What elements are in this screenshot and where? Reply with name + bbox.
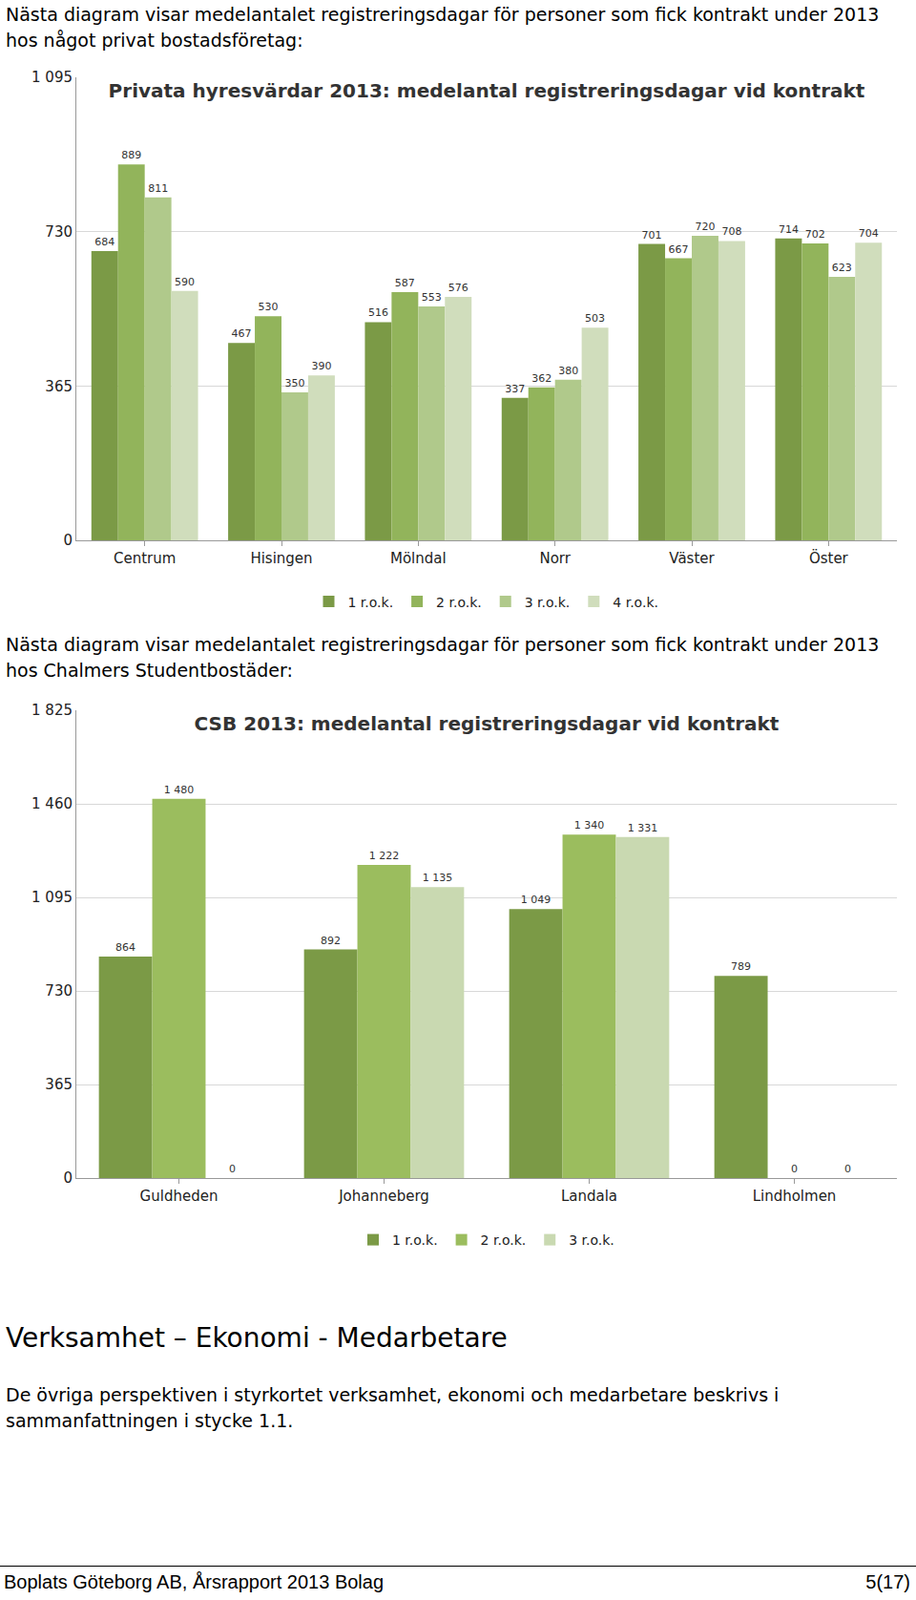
svg-text:1 095: 1 095 [31, 888, 73, 906]
svg-text:0: 0 [62, 531, 73, 549]
svg-text:811: 811 [147, 182, 168, 195]
svg-text:1 r.o.k.: 1 r.o.k. [348, 594, 395, 610]
svg-text:Landala: Landala [561, 1186, 618, 1205]
svg-text:467: 467 [231, 327, 252, 340]
svg-text:Öster: Öster [809, 548, 850, 567]
svg-text:1 r.o.k.: 1 r.o.k. [392, 1231, 438, 1248]
svg-text:Väster: Väster [668, 549, 715, 567]
svg-text:590: 590 [174, 275, 195, 289]
svg-text:0: 0 [791, 1162, 798, 1175]
svg-text:667: 667 [668, 243, 689, 256]
svg-text:1 460: 1 460 [31, 794, 73, 812]
svg-text:365: 365 [44, 1075, 73, 1093]
html-text:De övriga perspektiven i styrk: De övriga perspektiven i styrkortet verk… [5, 1383, 779, 1431]
html-text:Nästa diagram visar medelantal: Nästa diagram visar medelantalet registr… [5, 3, 880, 51]
svg-text:Privata hyresvärdar 2013: mede: Privata hyresvärdar 2013: medelantal reg… [108, 79, 866, 103]
svg-text:2 r.o.k.: 2 r.o.k. [480, 1231, 527, 1248]
svg-text:1 825: 1 825 [31, 701, 73, 719]
svg-text:362: 362 [531, 372, 552, 385]
svg-text:1 340: 1 340 [574, 818, 605, 832]
svg-text:684: 684 [94, 235, 115, 249]
svg-text:1 480: 1 480 [164, 783, 195, 796]
svg-text:0: 0 [844, 1162, 852, 1175]
svg-text:704: 704 [858, 227, 879, 240]
svg-text:714: 714 [778, 223, 799, 236]
svg-text:Johanneberg: Johanneberg [337, 1186, 430, 1205]
svg-text:Hisingen: Hisingen [249, 549, 313, 567]
svg-text:1 095: 1 095 [31, 68, 73, 86]
svg-text:789: 789 [730, 959, 751, 973]
svg-text:Mölndal: Mölndal [390, 549, 447, 567]
svg-text:516: 516 [368, 306, 389, 319]
svg-text:553: 553 [421, 291, 442, 304]
svg-text:702: 702 [805, 228, 826, 241]
svg-text:730: 730 [44, 223, 73, 241]
svg-text:587: 587 [395, 276, 416, 290]
svg-text:2 r.o.k.: 2 r.o.k. [436, 594, 482, 610]
svg-text:337: 337 [504, 382, 525, 396]
svg-text:3 r.o.k.: 3 r.o.k. [568, 1231, 615, 1248]
svg-text:730: 730 [44, 981, 73, 1000]
svg-text:720: 720 [694, 220, 715, 233]
svg-text:503: 503 [584, 312, 605, 325]
svg-text:350: 350 [284, 376, 305, 390]
svg-text:Guldheden: Guldheden [140, 1186, 219, 1205]
svg-text:576: 576 [448, 281, 469, 294]
svg-text:4 r.o.k.: 4 r.o.k. [612, 594, 659, 610]
svg-text:864: 864 [115, 940, 136, 954]
svg-text:Centrum: Centrum [113, 549, 176, 567]
svg-text:365: 365 [44, 377, 73, 396]
svg-text:Lindholmen: Lindholmen [752, 1186, 837, 1205]
svg-text:530: 530 [258, 300, 279, 313]
svg-text:1 331: 1 331 [627, 821, 659, 834]
svg-text:380: 380 [558, 364, 579, 377]
svg-text:390: 390 [311, 359, 332, 373]
svg-text:0: 0 [62, 1168, 73, 1187]
svg-text:1 049: 1 049 [520, 893, 552, 906]
html-text:Nästa diagram visar medelantal: Nästa diagram visar medelantalet registr… [5, 633, 880, 681]
html-text:5(17): 5(17) [865, 1570, 911, 1592]
html-text:Verksamhet – Ekonomi - Medarbe: Verksamhet – Ekonomi - Medarbetare [5, 1321, 508, 1354]
svg-text:708: 708 [721, 225, 742, 238]
svg-text:0: 0 [229, 1162, 236, 1175]
svg-text:CSB 2013: medelantal registrer: CSB 2013: medelantal registreringsdagar … [194, 711, 780, 735]
svg-text:889: 889 [121, 148, 142, 162]
svg-text:701: 701 [642, 229, 663, 242]
svg-text:Norr: Norr [539, 549, 571, 567]
svg-text:1 222: 1 222 [369, 849, 400, 862]
svg-text:892: 892 [320, 934, 341, 947]
svg-text:1 135: 1 135 [422, 871, 454, 884]
svg-text:3 r.o.k.: 3 r.o.k. [524, 594, 571, 610]
svg-text:623: 623 [832, 261, 853, 274]
html-text:Boplats Göteborg AB, Årsrappor: Boplats Göteborg AB, Årsrapport 2013 Bol… [3, 1570, 384, 1592]
